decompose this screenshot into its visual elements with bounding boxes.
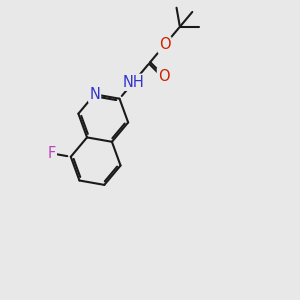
Text: NH: NH [122,75,144,90]
Text: F: F [48,146,56,161]
Text: O: O [158,69,170,84]
Text: N: N [89,87,100,102]
Text: O: O [159,38,170,52]
